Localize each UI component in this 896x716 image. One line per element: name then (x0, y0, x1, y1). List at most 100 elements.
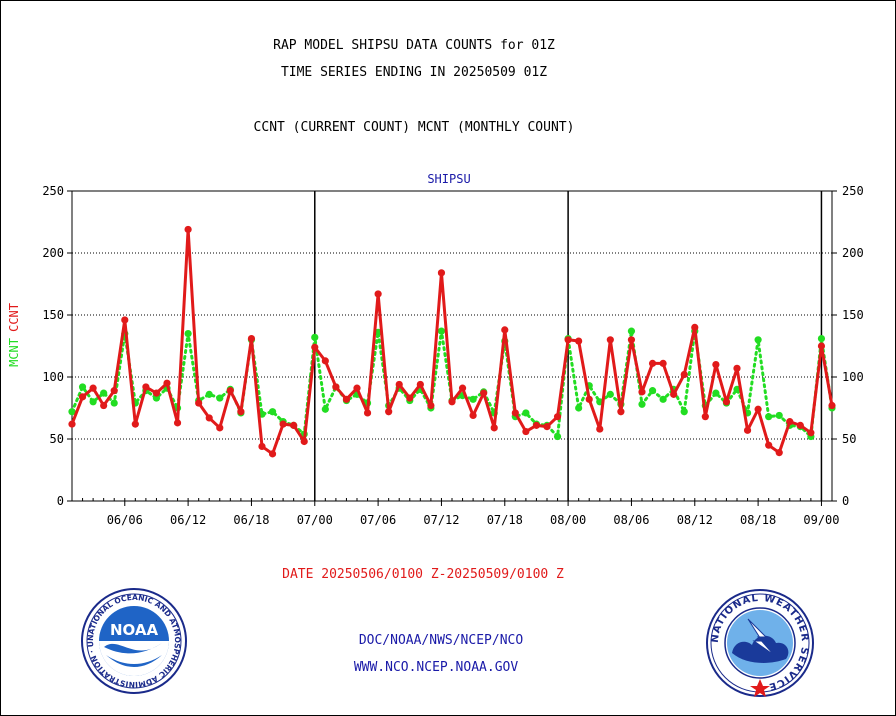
mcnt-point (311, 333, 319, 341)
ccnt-point (121, 316, 129, 324)
ccnt-point (532, 421, 541, 429)
x-tick-label: 08/12 (677, 513, 713, 527)
ccnt-point (427, 401, 435, 410)
x-tick-label: 07/00 (297, 513, 333, 527)
mcnt-point (469, 395, 477, 403)
mcnt-point (712, 389, 720, 397)
mcnt-point (754, 336, 762, 344)
ccnt-point (374, 290, 382, 298)
mcnt-point (553, 432, 562, 441)
mcnt-point (321, 405, 329, 413)
mcnt-point (437, 327, 446, 335)
y-tick-label-left: 250 (42, 184, 64, 198)
mcnt-point (152, 394, 161, 402)
ccnt-point (648, 359, 657, 367)
mcnt-point (575, 404, 583, 412)
y-tick-label-left: 200 (42, 246, 64, 260)
ccnt-point (522, 427, 530, 436)
ccnt-point (437, 269, 446, 277)
ccnt-point (786, 418, 794, 426)
ccnt-point (828, 401, 836, 410)
ccnt-point (173, 419, 182, 427)
ccnt-point (564, 336, 572, 344)
mcnt-point (680, 408, 688, 416)
ccnt-point (596, 425, 604, 433)
x-tick-label: 06/06 (107, 513, 143, 527)
ccnt-point (300, 437, 308, 446)
chart-title-line-1: RAP MODEL SHIPSU DATA COUNTS for 01Z (273, 38, 555, 53)
x-tick-label: 06/12 (170, 513, 206, 527)
y-tick-label-right: 0 (842, 494, 849, 508)
mcnt-point (78, 383, 87, 391)
ccnt-point (670, 390, 678, 398)
ccnt-point (142, 383, 150, 391)
mcnt-point (765, 413, 773, 421)
chart-title-line-3: CCNT (CURRENT COUNT) MCNT (MONTHLY COUNT… (253, 120, 575, 135)
ccnt-point (131, 420, 139, 428)
ccnt-point (469, 411, 477, 420)
ccnt-point (817, 342, 826, 350)
ccnt-point (617, 408, 625, 416)
x-tick-label: 09/00 (803, 513, 839, 527)
ccnt-point (796, 421, 804, 429)
x-tick-label: 08/18 (740, 513, 776, 527)
date-range: DATE 20250506/0100 Z-20250509/0100 Z (282, 567, 564, 582)
ccnt-point (385, 408, 393, 416)
y-tick-label-right: 250 (842, 184, 864, 198)
ccnt-point (743, 426, 752, 434)
ccnt-point (68, 420, 76, 428)
ccnt-point (575, 337, 583, 345)
mcnt-point (100, 389, 108, 397)
ccnt-point (195, 399, 203, 407)
mcnt-point (522, 409, 530, 417)
chart-subtitle: SHIPSU (427, 172, 471, 186)
noaa-logo-text: NOAA (110, 621, 159, 639)
ccnt-point (765, 441, 773, 449)
ccnt-point (311, 343, 319, 351)
ccnt-point (501, 326, 509, 334)
ccnt-point (701, 413, 709, 421)
ccnt-point (448, 398, 456, 406)
ccnt-point (332, 383, 340, 391)
mcnt-point (68, 408, 76, 416)
x-tick-label: 07/12 (423, 513, 459, 527)
ccnt-point (205, 414, 213, 422)
mcnt-point (648, 387, 657, 395)
credit-line-1: DOC/NOAA/NWS/NCEP/NCO (358, 633, 524, 648)
y-tick-label-right: 150 (842, 308, 864, 322)
ccnt-point (733, 364, 741, 372)
ccnt-point (606, 336, 614, 344)
ccnt-point (258, 442, 266, 451)
y-tick-label-right: 50 (842, 432, 856, 446)
mcnt-point (817, 334, 826, 343)
ccnt-point (490, 424, 498, 432)
ccnt-point (543, 423, 551, 431)
mcnt-point (89, 398, 97, 406)
mcnt-point (606, 390, 614, 398)
mcnt-point (627, 327, 636, 335)
ccnt-point (807, 429, 815, 437)
y-tick-label-left: 100 (42, 370, 64, 384)
chart-title-line-2: TIME SERIES ENDING IN 20250509 01Z (280, 65, 548, 80)
ccnt-point (638, 388, 646, 396)
y-tick-label-left: 150 (42, 308, 64, 322)
ccnt-point (416, 380, 424, 389)
ccnt-point (775, 449, 783, 457)
ccnt-point (279, 420, 287, 428)
ccnt-point (480, 389, 488, 397)
ccnt-point (680, 370, 688, 379)
credit-line-2: WWW.NCO.NCEP.NOAA.GOV (353, 660, 519, 675)
ccnt-point (268, 450, 277, 458)
ccnt-point (78, 393, 87, 401)
ccnt-point (163, 379, 171, 387)
y-tick-label-right: 100 (842, 370, 864, 384)
ccnt-point (395, 380, 403, 389)
y-tick-label-right: 200 (842, 246, 864, 260)
ccnt-point (353, 384, 361, 392)
ccnt-point (100, 401, 108, 410)
x-tick-label: 08/06 (613, 513, 649, 527)
ccnt-point (184, 225, 192, 234)
ccnt-point (152, 389, 161, 397)
ccnt-point (342, 395, 351, 403)
